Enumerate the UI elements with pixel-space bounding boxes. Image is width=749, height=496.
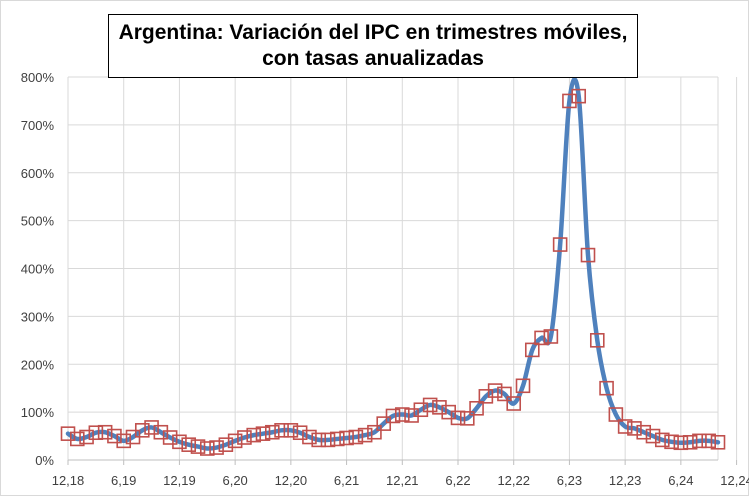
data-point-marker <box>506 396 522 411</box>
x-tick-label: 12,18 <box>52 473 85 488</box>
y-tick-label: 0% <box>35 453 54 468</box>
data-point-marker <box>599 380 614 396</box>
data-point-marker <box>172 434 187 450</box>
data-point-marker <box>153 424 169 440</box>
data-point-marker <box>357 427 373 443</box>
data-point-marker <box>608 407 624 422</box>
data-point-marker <box>385 408 401 424</box>
data-point-marker <box>589 333 605 348</box>
data-point-marker <box>218 437 234 452</box>
chart-title-line-1: Argentina: Variación del IPC en trimestr… <box>118 21 628 44</box>
data-point-marker <box>701 433 717 449</box>
data-point-marker <box>376 416 392 431</box>
data-point-marker <box>497 386 512 402</box>
data-point-marker <box>682 434 698 450</box>
y-tick-label: 100% <box>21 405 55 420</box>
x-tick-label: 6,23 <box>557 473 582 488</box>
y-tick-label: 300% <box>21 309 55 324</box>
data-point-marker <box>487 383 503 398</box>
data-point-marker <box>422 397 438 413</box>
data-point-marker <box>524 342 540 358</box>
data-point-marker <box>571 88 587 104</box>
data-point-marker <box>134 423 150 438</box>
x-tick-label: 12,23 <box>609 473 642 488</box>
data-point-marker <box>432 400 447 415</box>
data-point-marker <box>88 425 104 441</box>
data-point-marker <box>654 432 670 448</box>
data-point-marker <box>144 420 159 435</box>
x-tick-label: 6,22 <box>445 473 470 488</box>
y-axis-tick-labels: 0% 100% 200% 300% 400% 500% 600% 700% 800% <box>21 70 55 468</box>
data-point-marker <box>617 419 633 434</box>
x-tick-label: 6,21 <box>334 473 359 488</box>
x-tick-label: 12,24 <box>720 473 749 488</box>
data-point-marker <box>292 425 308 441</box>
data-point-marker <box>636 424 652 440</box>
data-point-marker <box>645 428 661 444</box>
x-tick-label: 12,21 <box>386 473 419 488</box>
y-tick-label: 800% <box>21 70 55 85</box>
data-point-marker <box>264 424 280 440</box>
data-point-marker <box>673 435 689 451</box>
y-tick-label: 400% <box>21 262 55 277</box>
data-point-marker <box>552 237 568 252</box>
data-point-marker <box>580 247 596 263</box>
x-tick-label: 6,19 <box>111 473 136 488</box>
y-tick-label: 500% <box>21 214 55 229</box>
data-point-marker <box>227 433 243 449</box>
x-tick-label: 12,19 <box>163 473 196 488</box>
data-point-marker <box>543 329 559 344</box>
data-point-marker <box>450 410 466 426</box>
y-tick-label: 700% <box>21 118 55 133</box>
data-point-marker <box>162 430 178 445</box>
data-point-marker <box>209 440 224 455</box>
data-point-marker <box>107 428 122 444</box>
x-tick-label: 12,22 <box>497 473 530 488</box>
y-tick-label: 600% <box>21 166 55 181</box>
data-point-marker <box>199 441 215 456</box>
data-point-marker <box>394 407 410 422</box>
data-point-marker <box>190 439 206 454</box>
data-point-marker <box>302 429 317 445</box>
data-point-marker <box>562 93 577 109</box>
data-point-marker <box>710 434 726 450</box>
data-point-marker <box>367 424 382 440</box>
data-point-marker <box>69 431 85 447</box>
y-tick-label: 200% <box>21 357 55 372</box>
data-point-marker <box>459 411 475 426</box>
chart-title-line-2: con tasas anualizadas <box>262 47 484 70</box>
data-point-marker <box>246 427 262 443</box>
series-line <box>65 77 721 451</box>
chart-title: Argentina: Variación del IPC en trimestr… <box>108 14 638 78</box>
data-point-marker <box>329 431 345 447</box>
data-point-marker <box>60 426 76 441</box>
data-point-marker <box>255 426 271 441</box>
x-tick-label: 12,20 <box>275 473 308 488</box>
data-point-marker <box>515 378 531 394</box>
x-tick-label: 6,24 <box>668 473 693 488</box>
gridlines <box>67 76 738 461</box>
x-tick-label: 6,20 <box>222 473 247 488</box>
data-point-marker <box>627 421 642 436</box>
data-point-marker <box>320 432 336 448</box>
data-point-marker <box>116 433 132 449</box>
data-point-marker <box>664 434 679 450</box>
data-point-marker <box>534 330 549 346</box>
data-point-marker <box>274 423 289 438</box>
series-markers <box>60 88 726 456</box>
data-point-marker <box>348 429 364 445</box>
axes <box>67 459 738 465</box>
data-point-marker <box>692 433 707 449</box>
x-axis-tick-labels: 12,18 6,19 12,19 6,20 12,20 6,21 12,21 6,22 12,2… <box>52 473 749 488</box>
data-point-marker <box>237 430 252 445</box>
data-point-marker <box>283 423 299 438</box>
data-point-marker <box>469 400 484 416</box>
data-point-marker <box>413 402 429 418</box>
data-point-marker <box>97 424 113 440</box>
data-point-marker <box>339 430 354 446</box>
data-point-marker <box>311 432 327 448</box>
data-point-marker <box>181 437 197 452</box>
data-point-marker <box>79 429 94 445</box>
